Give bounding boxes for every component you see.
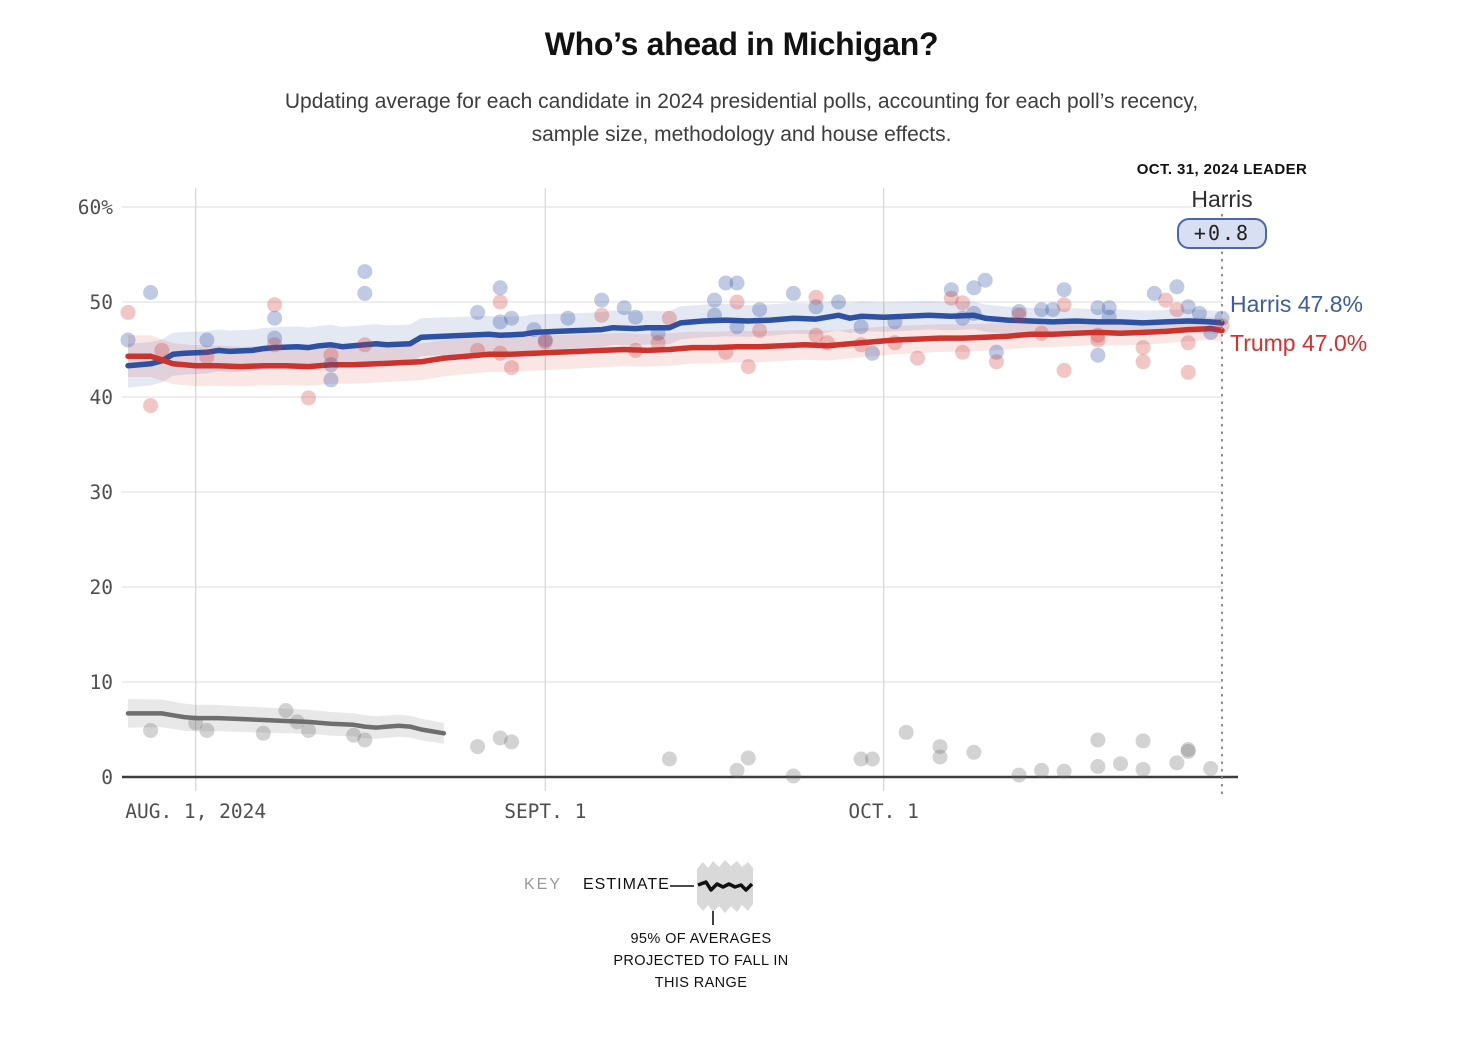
leader-margin-badge-wrap: +0.8 <box>1022 218 1422 249</box>
y-grid-and-ticks: 60% 50 40 30 20 10 0 <box>78 196 1222 789</box>
key-caption-line-1: 95% OF AVERAGES <box>630 931 772 947</box>
trump-average-line <box>125 325 1225 370</box>
svg-text:OCT. 1: OCT. 1 <box>848 800 918 823</box>
harris-end-label: Harris 47.8% <box>1230 291 1363 317</box>
svg-text:20: 20 <box>90 576 113 599</box>
svg-text:60%: 60% <box>78 196 113 219</box>
key-caption-line-3: THIS RANGE <box>654 975 748 991</box>
svg-text:10: 10 <box>90 671 113 694</box>
other-average-line <box>125 711 447 736</box>
svg-text:AUG. 1, 2024: AUG. 1, 2024 <box>125 800 266 823</box>
chart-subtitle: Updating average for each candidate in 2… <box>0 85 1483 151</box>
svg-text:0: 0 <box>101 766 113 789</box>
svg-text:40: 40 <box>90 386 113 409</box>
page-title: Who’s ahead in Michigan? <box>544 26 939 62</box>
harris-poll-dots <box>120 264 1230 388</box>
trump-poll-dots <box>120 289 1230 414</box>
harris-average-line <box>125 312 1225 369</box>
subtitle-line-1: Updating average for each candidate in 2… <box>284 90 1199 113</box>
subtitle-line-2: sample size, methodology and house effec… <box>531 123 952 146</box>
svg-text:SEPT. 1: SEPT. 1 <box>504 800 586 823</box>
leader-date-label: OCT. 31, 2024 LEADER <box>1136 161 1308 178</box>
leader-name: Harris <box>1191 186 1253 212</box>
estimate-key-icon <box>670 860 754 925</box>
key-caption: 95% OF AVERAGES PROJECTED TO FALL IN THI… <box>570 928 832 994</box>
svg-text:50: 50 <box>90 291 113 314</box>
svg-text:30: 30 <box>90 481 113 504</box>
key-caption-line-2: PROJECTED TO FALL IN <box>613 953 789 969</box>
trump-end-label: Trump 47.0% <box>1230 330 1368 356</box>
x-grid-and-ticks: AUG. 1, 2024 SEPT. 1 OCT. 1 <box>125 188 919 823</box>
leader-margin-badge: +0.8 <box>1176 218 1268 249</box>
other-poll-dots <box>143 703 1219 784</box>
trump-uncertainty-band <box>128 317 1222 387</box>
key-label: KEY <box>524 876 563 893</box>
harris-uncertainty-band <box>128 300 1222 388</box>
key-estimate-label: ESTIMATE <box>583 876 670 893</box>
